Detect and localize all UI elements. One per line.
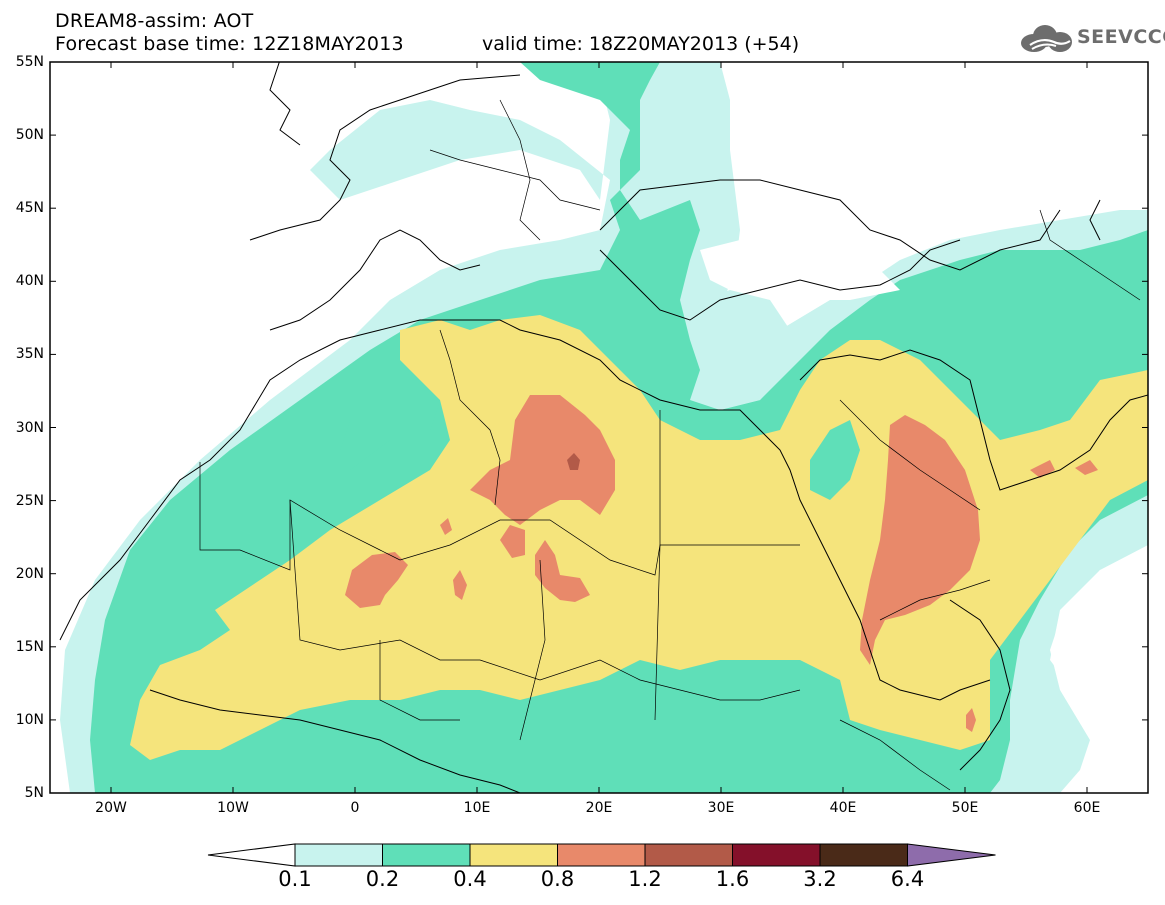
aot-map — [49, 61, 1149, 794]
lon-label: 20E — [585, 800, 613, 816]
colorbar — [207, 843, 996, 867]
colorbar-label: 0.1 — [278, 867, 312, 891]
lon-label: 40E — [829, 800, 857, 816]
logo-text: SEEVCCC — [1077, 26, 1165, 48]
colorbar-swatch — [819, 843, 908, 867]
lat-label: 45N — [15, 200, 44, 217]
colorbar-label: 0.2 — [365, 867, 400, 891]
lon-label: 60E — [1073, 800, 1101, 816]
colorbar-swatch — [732, 843, 821, 867]
aot-contours — [50, 62, 1148, 793]
valid-time: valid time: 18Z20MAY2013 (+54) — [482, 33, 800, 55]
lon-label: 50E — [951, 800, 979, 816]
coastlines — [59, 62, 1148, 793]
forecast-base-time: Forecast base time: 12Z18MAY2013 — [55, 33, 404, 55]
lat-label: 55N — [15, 54, 44, 70]
lon-label: 20W — [95, 800, 127, 816]
colorbar-label: 0.8 — [540, 867, 575, 891]
aot-band-0.8-niger — [345, 552, 408, 608]
colorbar-swatch — [557, 843, 646, 867]
colorbar-under-triangle — [207, 843, 296, 867]
lon-label: 0 — [350, 800, 360, 816]
colorbar-swatch — [294, 843, 383, 867]
aot-band-0.8-libya — [470, 395, 615, 525]
colorbar-label: 0.4 — [453, 867, 487, 891]
colorbar-swatch — [469, 843, 558, 867]
lon-label: 10E — [463, 800, 491, 816]
lat-label: 40N — [15, 273, 44, 290]
colorbar-over-triangle — [907, 843, 996, 867]
colorbar-label: 3.2 — [803, 867, 837, 891]
lat-label: 20N — [15, 565, 44, 582]
lat-label: 30N — [15, 419, 44, 436]
lat-label: 35N — [15, 346, 44, 363]
lon-label: 10W — [217, 800, 249, 816]
cloud-icon — [1021, 25, 1072, 52]
lat-label: 25N — [15, 492, 44, 509]
lat-label: 50N — [15, 127, 44, 144]
aot-band-0.8-arabia — [860, 415, 980, 665]
borders — [199, 99, 1141, 791]
map-title: DREAM8-assim: AOT — [55, 10, 254, 32]
colorbar-swatch — [644, 843, 733, 867]
colorbar-label: 1.2 — [628, 867, 662, 891]
lat-label: 5N — [24, 785, 44, 801]
colorbar-label: 6.4 — [890, 867, 925, 891]
lat-label: 15N — [15, 638, 44, 655]
colorbar-label: 1.6 — [715, 867, 750, 891]
lon-label: 30E — [707, 800, 735, 816]
lat-label: 10N — [15, 711, 44, 728]
colorbar-swatch — [382, 843, 471, 867]
aot-band-1.2 — [567, 453, 580, 470]
